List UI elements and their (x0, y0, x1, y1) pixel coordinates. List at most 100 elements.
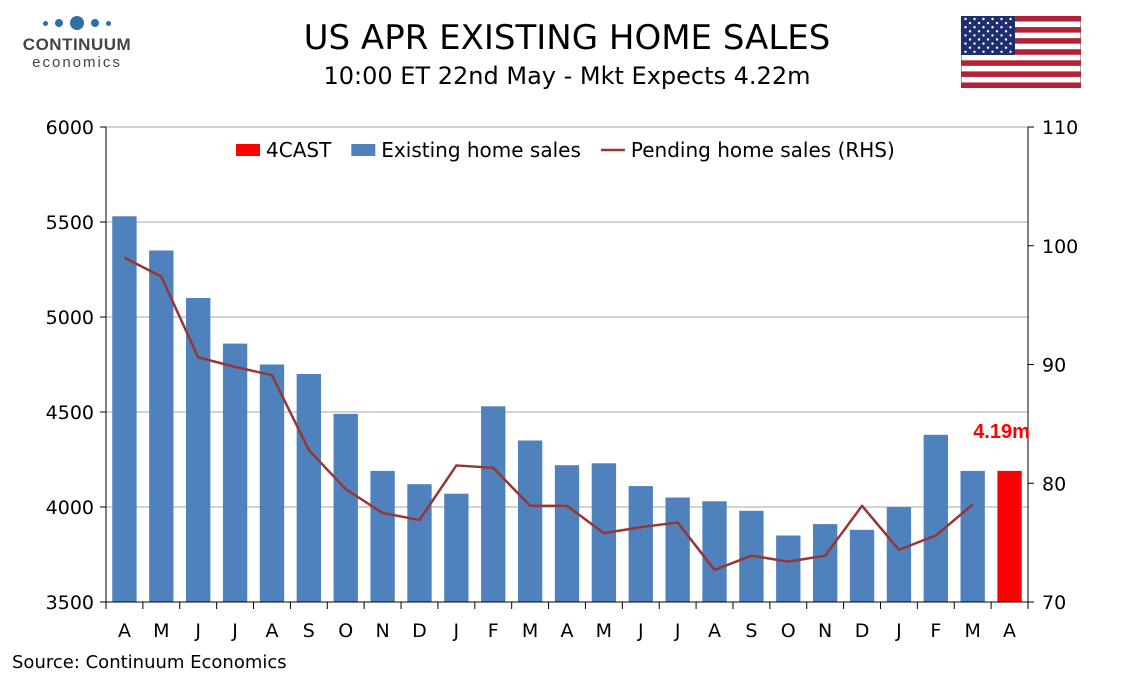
flag-star (1004, 30, 1008, 33)
legend-swatch (236, 144, 260, 156)
x-tick-label: F (930, 620, 941, 642)
flag-star (973, 50, 976, 53)
bar (259, 364, 285, 602)
bar (628, 486, 653, 602)
bar (960, 470, 985, 602)
bar (481, 406, 506, 602)
y-left-tick-label: 5000 (46, 307, 94, 329)
flag-star (968, 46, 972, 49)
flag-star (973, 42, 976, 45)
legend-swatch (351, 144, 376, 156)
y-left-tick-label: 6000 (46, 117, 94, 139)
flag-star (1000, 50, 1003, 53)
x-tick-label: M (522, 620, 538, 642)
flag-star (973, 34, 976, 37)
flag-star (964, 42, 967, 45)
y-left-tick-label: 3500 (46, 592, 94, 614)
flag-stripe (961, 82, 1081, 88)
flag-star (1000, 26, 1003, 29)
legend: 4CAST Existing home sales Pending home sal… (236, 138, 895, 162)
logo: CONTINUUM economics (12, 14, 142, 71)
flag-star (968, 38, 972, 41)
flag-star (982, 34, 985, 37)
flag-star (991, 26, 994, 29)
bar (702, 501, 727, 602)
bar (776, 535, 801, 602)
chart-title: US APR EXISTING HOME SALES (303, 18, 831, 58)
flag-stripe (961, 27, 1081, 33)
legend-label: Existing home sales (381, 138, 581, 162)
flag-star (995, 46, 999, 49)
y-right-tick-label: 90 (1042, 355, 1066, 377)
flag-star (977, 21, 981, 25)
bar (222, 343, 248, 602)
flag-star (991, 17, 994, 21)
x-tick-label: J (453, 620, 460, 642)
bar (186, 298, 211, 602)
flag-star (995, 38, 999, 41)
x-tick-label: J (231, 620, 238, 642)
x-tick-label: A (118, 620, 131, 642)
flag-star (977, 46, 981, 49)
x-tick-label: J (674, 620, 681, 642)
flag-star (1004, 38, 1008, 41)
x-tick-label: N (375, 620, 389, 642)
flag-star (964, 26, 967, 29)
flag-star (1000, 34, 1003, 37)
flag-star (977, 38, 981, 41)
x-tick-label: F (488, 620, 499, 642)
bar (923, 434, 948, 602)
x-tick-label: A (561, 620, 574, 642)
flag-star (1009, 26, 1012, 29)
logo-subtitle: economics (32, 54, 122, 71)
legend-label: Pending home sales (RHS) (631, 138, 895, 162)
flag-star (1009, 34, 1012, 37)
forecast-bar (997, 470, 1022, 602)
flag-stripe (961, 38, 1081, 44)
source-note: Source: Continuum Economics (12, 652, 287, 673)
x-tick-label: S (745, 620, 757, 642)
flag-star (1004, 21, 1008, 25)
flag-star (991, 34, 994, 37)
x-tick-label: M (964, 620, 980, 642)
flag-star (1004, 46, 1008, 49)
flag-star (991, 50, 994, 53)
y-left-tick-label: 4500 (46, 402, 94, 424)
flag-star (982, 26, 985, 29)
y-right-tick-label: 70 (1042, 592, 1066, 614)
us-flag-icon (961, 16, 1081, 88)
bar (407, 484, 432, 602)
bar (554, 465, 580, 602)
flag-star (991, 42, 994, 45)
legend-label: 4CAST (266, 138, 332, 162)
flag-stripe (961, 71, 1081, 77)
flag-star (1009, 17, 1012, 21)
flag-star (986, 38, 990, 41)
axes (100, 126, 1034, 609)
bar (112, 216, 137, 603)
bar (296, 374, 322, 602)
x-tick-label: O (781, 620, 796, 642)
y-right-tick-label: 110 (1042, 117, 1078, 139)
flag-star (986, 21, 990, 25)
flag-star (968, 30, 972, 33)
flag-star (1000, 42, 1003, 45)
x-tick-label: J (895, 620, 902, 642)
y-right-tick-label: 80 (1042, 473, 1066, 495)
flag-star (986, 30, 990, 33)
flag-star (995, 21, 999, 25)
bar (444, 493, 469, 602)
flag-star (982, 17, 985, 21)
bar (149, 250, 174, 602)
flag-star (964, 17, 967, 21)
line-series (123, 256, 974, 572)
flag-star (995, 30, 999, 33)
bar (849, 529, 875, 602)
x-tick-label: J (194, 620, 201, 642)
x-tick-label: A (708, 620, 721, 642)
flag-star (986, 46, 990, 49)
x-tick-label: A (1003, 620, 1016, 642)
pending-sales-line (123, 256, 974, 572)
y-left-tick-label: 4000 (46, 497, 94, 519)
